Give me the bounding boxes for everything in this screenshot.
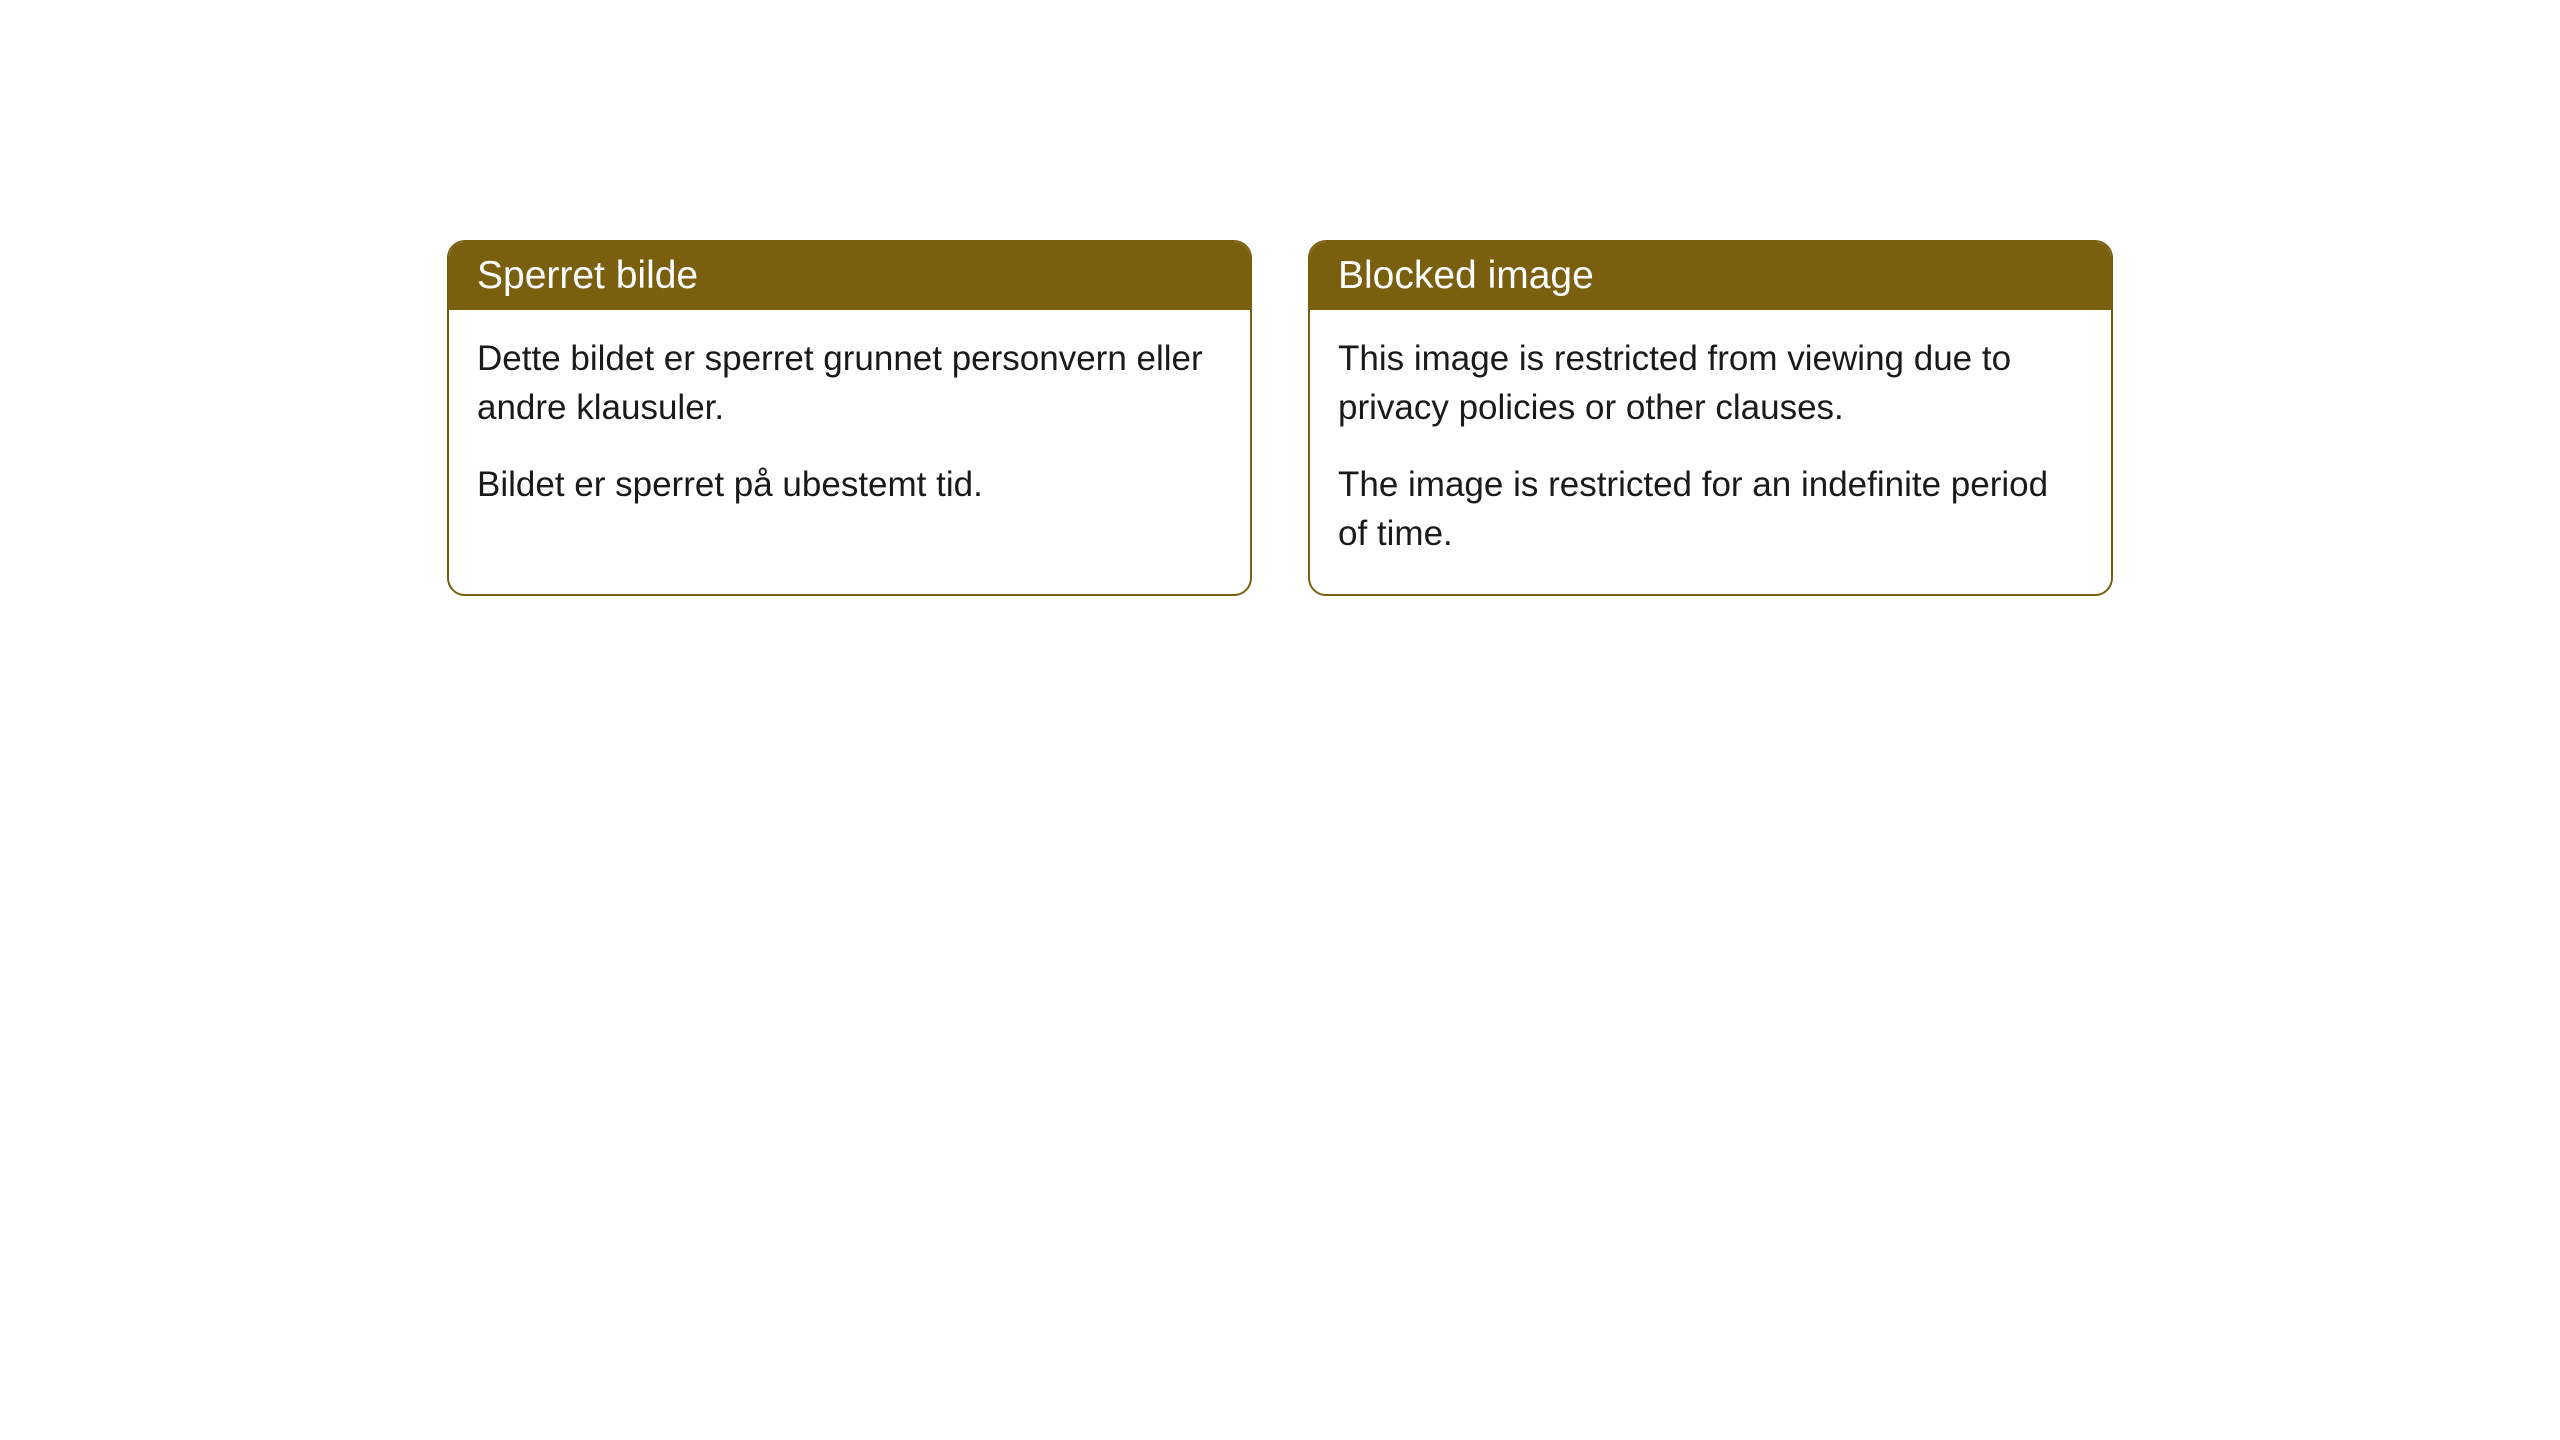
card-paragraph: The image is restricted for an indefinit… — [1338, 460, 2083, 558]
card-body-english: This image is restricted from viewing du… — [1310, 310, 2111, 594]
card-header-english: Blocked image — [1310, 242, 2111, 310]
card-paragraph: Dette bildet er sperret grunnet personve… — [477, 334, 1222, 432]
card-body-norwegian: Dette bildet er sperret grunnet personve… — [449, 310, 1250, 545]
card-norwegian: Sperret bilde Dette bildet er sperret gr… — [447, 240, 1252, 596]
card-paragraph: Bildet er sperret på ubestemt tid. — [477, 460, 1222, 509]
cards-container: Sperret bilde Dette bildet er sperret gr… — [447, 240, 2113, 596]
card-english: Blocked image This image is restricted f… — [1308, 240, 2113, 596]
card-header-norwegian: Sperret bilde — [449, 242, 1250, 310]
card-paragraph: This image is restricted from viewing du… — [1338, 334, 2083, 432]
